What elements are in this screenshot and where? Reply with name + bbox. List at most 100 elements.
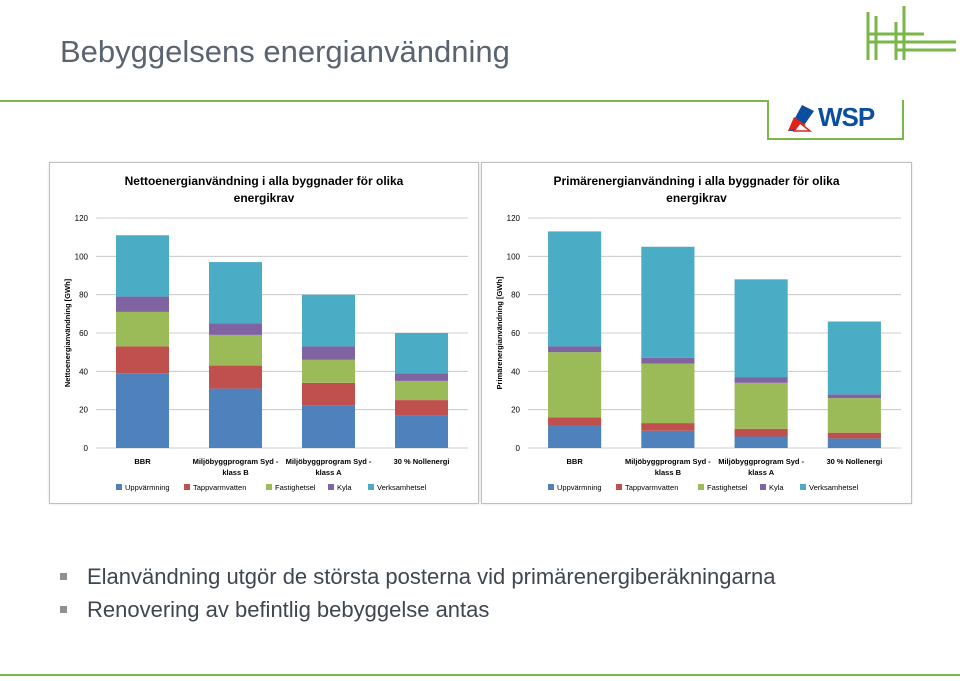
y-tick-label: 20: [511, 406, 520, 415]
bar-segment-fastighetsel: [548, 352, 602, 418]
legend-swatch: [800, 484, 806, 490]
legend-swatch: [616, 484, 622, 490]
bar-segment-verksamhetsel: [548, 231, 602, 347]
bullet-item: Elanvändning utgör de största posterna v…: [60, 560, 776, 593]
x-tick-label: klass B: [655, 468, 682, 477]
x-tick-label: klass A: [316, 468, 343, 477]
y-tick-label: 80: [511, 291, 520, 300]
y-tick-label: 100: [75, 252, 89, 261]
bar-segment-verksamhetsel: [641, 246, 695, 358]
bar-segment-tappvarmvatten: [827, 432, 881, 439]
top-divider: [0, 100, 768, 102]
bullet-square-icon: [60, 573, 67, 580]
legend-label: Uppvärmning: [125, 483, 170, 492]
bar-segment-tappvarmvatten: [548, 417, 602, 425]
x-tick-label: BBR: [134, 457, 151, 466]
bar-segment-verksamhetsel: [208, 262, 263, 324]
bar-segment-kyla: [115, 296, 170, 312]
bar-segment-kyla: [548, 346, 602, 353]
legend-swatch: [116, 484, 122, 490]
bar-segment-tappvarmvatten: [301, 382, 356, 406]
legend-label: Fastighetsel: [707, 483, 748, 492]
x-tick-label: Miljöbyggprogram Syd -: [193, 457, 279, 466]
slide-title: Bebyggelsens energianvändning: [60, 34, 510, 69]
legend-swatch: [328, 484, 334, 490]
wsp-brand-text: WSP: [818, 102, 875, 132]
legend-swatch: [266, 484, 272, 490]
x-tick-label: Miljöbyggprogram Syd -: [286, 457, 372, 466]
bullet-text: Elanvändning utgör de största posterna v…: [87, 563, 776, 589]
x-tick-label: 30 % Nollenergi: [394, 457, 450, 466]
bar-segment-uppvärmning: [208, 388, 263, 448]
y-tick-label: 120: [75, 214, 89, 223]
bar-segment-tappvarmvatten: [734, 428, 788, 437]
x-tick-label: Miljöbyggprogram Syd -: [625, 457, 711, 466]
chart-title: Nettoenergianvändning i alla byggnader f…: [125, 174, 404, 188]
x-tick-label: BBR: [567, 457, 584, 466]
bullet-item: Renovering av befintlig bebyggelse antas: [60, 593, 776, 626]
bar-segment-kyla: [827, 394, 881, 399]
y-tick-label: 120: [507, 214, 521, 223]
bar-segment-kyla: [301, 346, 356, 360]
y-tick-label: 0: [84, 444, 89, 453]
bar-segment-uppvärmning: [734, 436, 788, 448]
bar-segment-verksamhetsel: [734, 279, 788, 378]
y-tick-label: 20: [79, 406, 88, 415]
bar-segment-uppvärmning: [548, 425, 602, 448]
legend-label: Fastighetsel: [275, 483, 316, 492]
y-tick-label: 40: [79, 367, 88, 376]
bar-segment-verksamhetsel: [115, 235, 170, 297]
bar-segment-kyla: [208, 323, 263, 335]
bar-segment-tappvarmvatten: [208, 365, 263, 389]
bar-segment-uppvärmning: [641, 430, 695, 448]
bar-segment-fastighetsel: [827, 398, 881, 433]
bar-segment-verksamhetsel: [827, 321, 881, 395]
chart-title: Primärenergianvändning i alla byggnader …: [553, 174, 839, 188]
y-tick-label: 60: [511, 329, 520, 338]
legend-swatch: [548, 484, 554, 490]
bar-segment-fastighetsel: [641, 363, 695, 424]
bar-segment-verksamhetsel: [394, 333, 449, 374]
bar-segment-fastighetsel: [394, 380, 449, 401]
legend-swatch: [760, 484, 766, 490]
bar-segment-fastighetsel: [208, 334, 263, 366]
x-tick-label: Miljöbyggprogram Syd -: [718, 457, 804, 466]
x-tick-label: 30 % Nollenergi: [826, 457, 882, 466]
legend-swatch: [184, 484, 190, 490]
chart-primar: Primärenergianvändning i alla byggnader …: [495, 174, 901, 492]
x-tick-label: klass A: [748, 468, 775, 477]
bar-segment-uppvärmning: [827, 438, 881, 448]
hh-logo-icon: [866, 6, 956, 60]
legend-label: Verksamhetsel: [809, 483, 859, 492]
bottom-divider: [0, 674, 960, 676]
y-axis-label: Primärenergianvändning [GWh]: [495, 276, 504, 389]
chart-primar-frame: Primärenergianvändning i alla byggnader …: [481, 162, 912, 504]
legend-label: Tappvarmvatten: [625, 483, 678, 492]
y-axis-label: Nettoenergianvändning [GWh]: [63, 278, 72, 387]
bar-segment-tappvarmvatten: [115, 346, 170, 374]
wsp-mark-icon: [788, 105, 814, 132]
bar-segment-kyla: [641, 357, 695, 364]
bar-segment-uppvärmning: [115, 373, 170, 448]
chart-title: energikrav: [234, 191, 295, 205]
legend-swatch: [698, 484, 704, 490]
bullet-text: Renovering av befintlig bebyggelse antas: [87, 596, 490, 622]
bullet-square-icon: [60, 606, 67, 613]
y-tick-label: 80: [79, 291, 88, 300]
bar-segment-fastighetsel: [734, 382, 788, 429]
bar-segment-fastighetsel: [301, 359, 356, 383]
bar-segment-verksamhetsel: [301, 294, 356, 347]
y-tick-label: 100: [507, 252, 521, 261]
bar-segment-fastighetsel: [115, 311, 170, 347]
y-tick-label: 60: [79, 329, 88, 338]
chart-netto: Nettoenergianvändning i alla byggnader f…: [63, 174, 468, 492]
legend-label: Kyla: [769, 483, 784, 492]
y-tick-label: 40: [511, 367, 520, 376]
legend-label: Uppvärmning: [557, 483, 602, 492]
bar-segment-uppvärmning: [301, 405, 356, 448]
chart-netto-frame: Nettoenergianvändning i alla byggnader f…: [49, 162, 479, 504]
brand-box: [767, 100, 904, 140]
bullet-list: Elanvändning utgör de största posterna v…: [60, 560, 776, 626]
bar-segment-tappvarmvatten: [394, 400, 449, 416]
legend-label: Verksamhetsel: [377, 483, 427, 492]
